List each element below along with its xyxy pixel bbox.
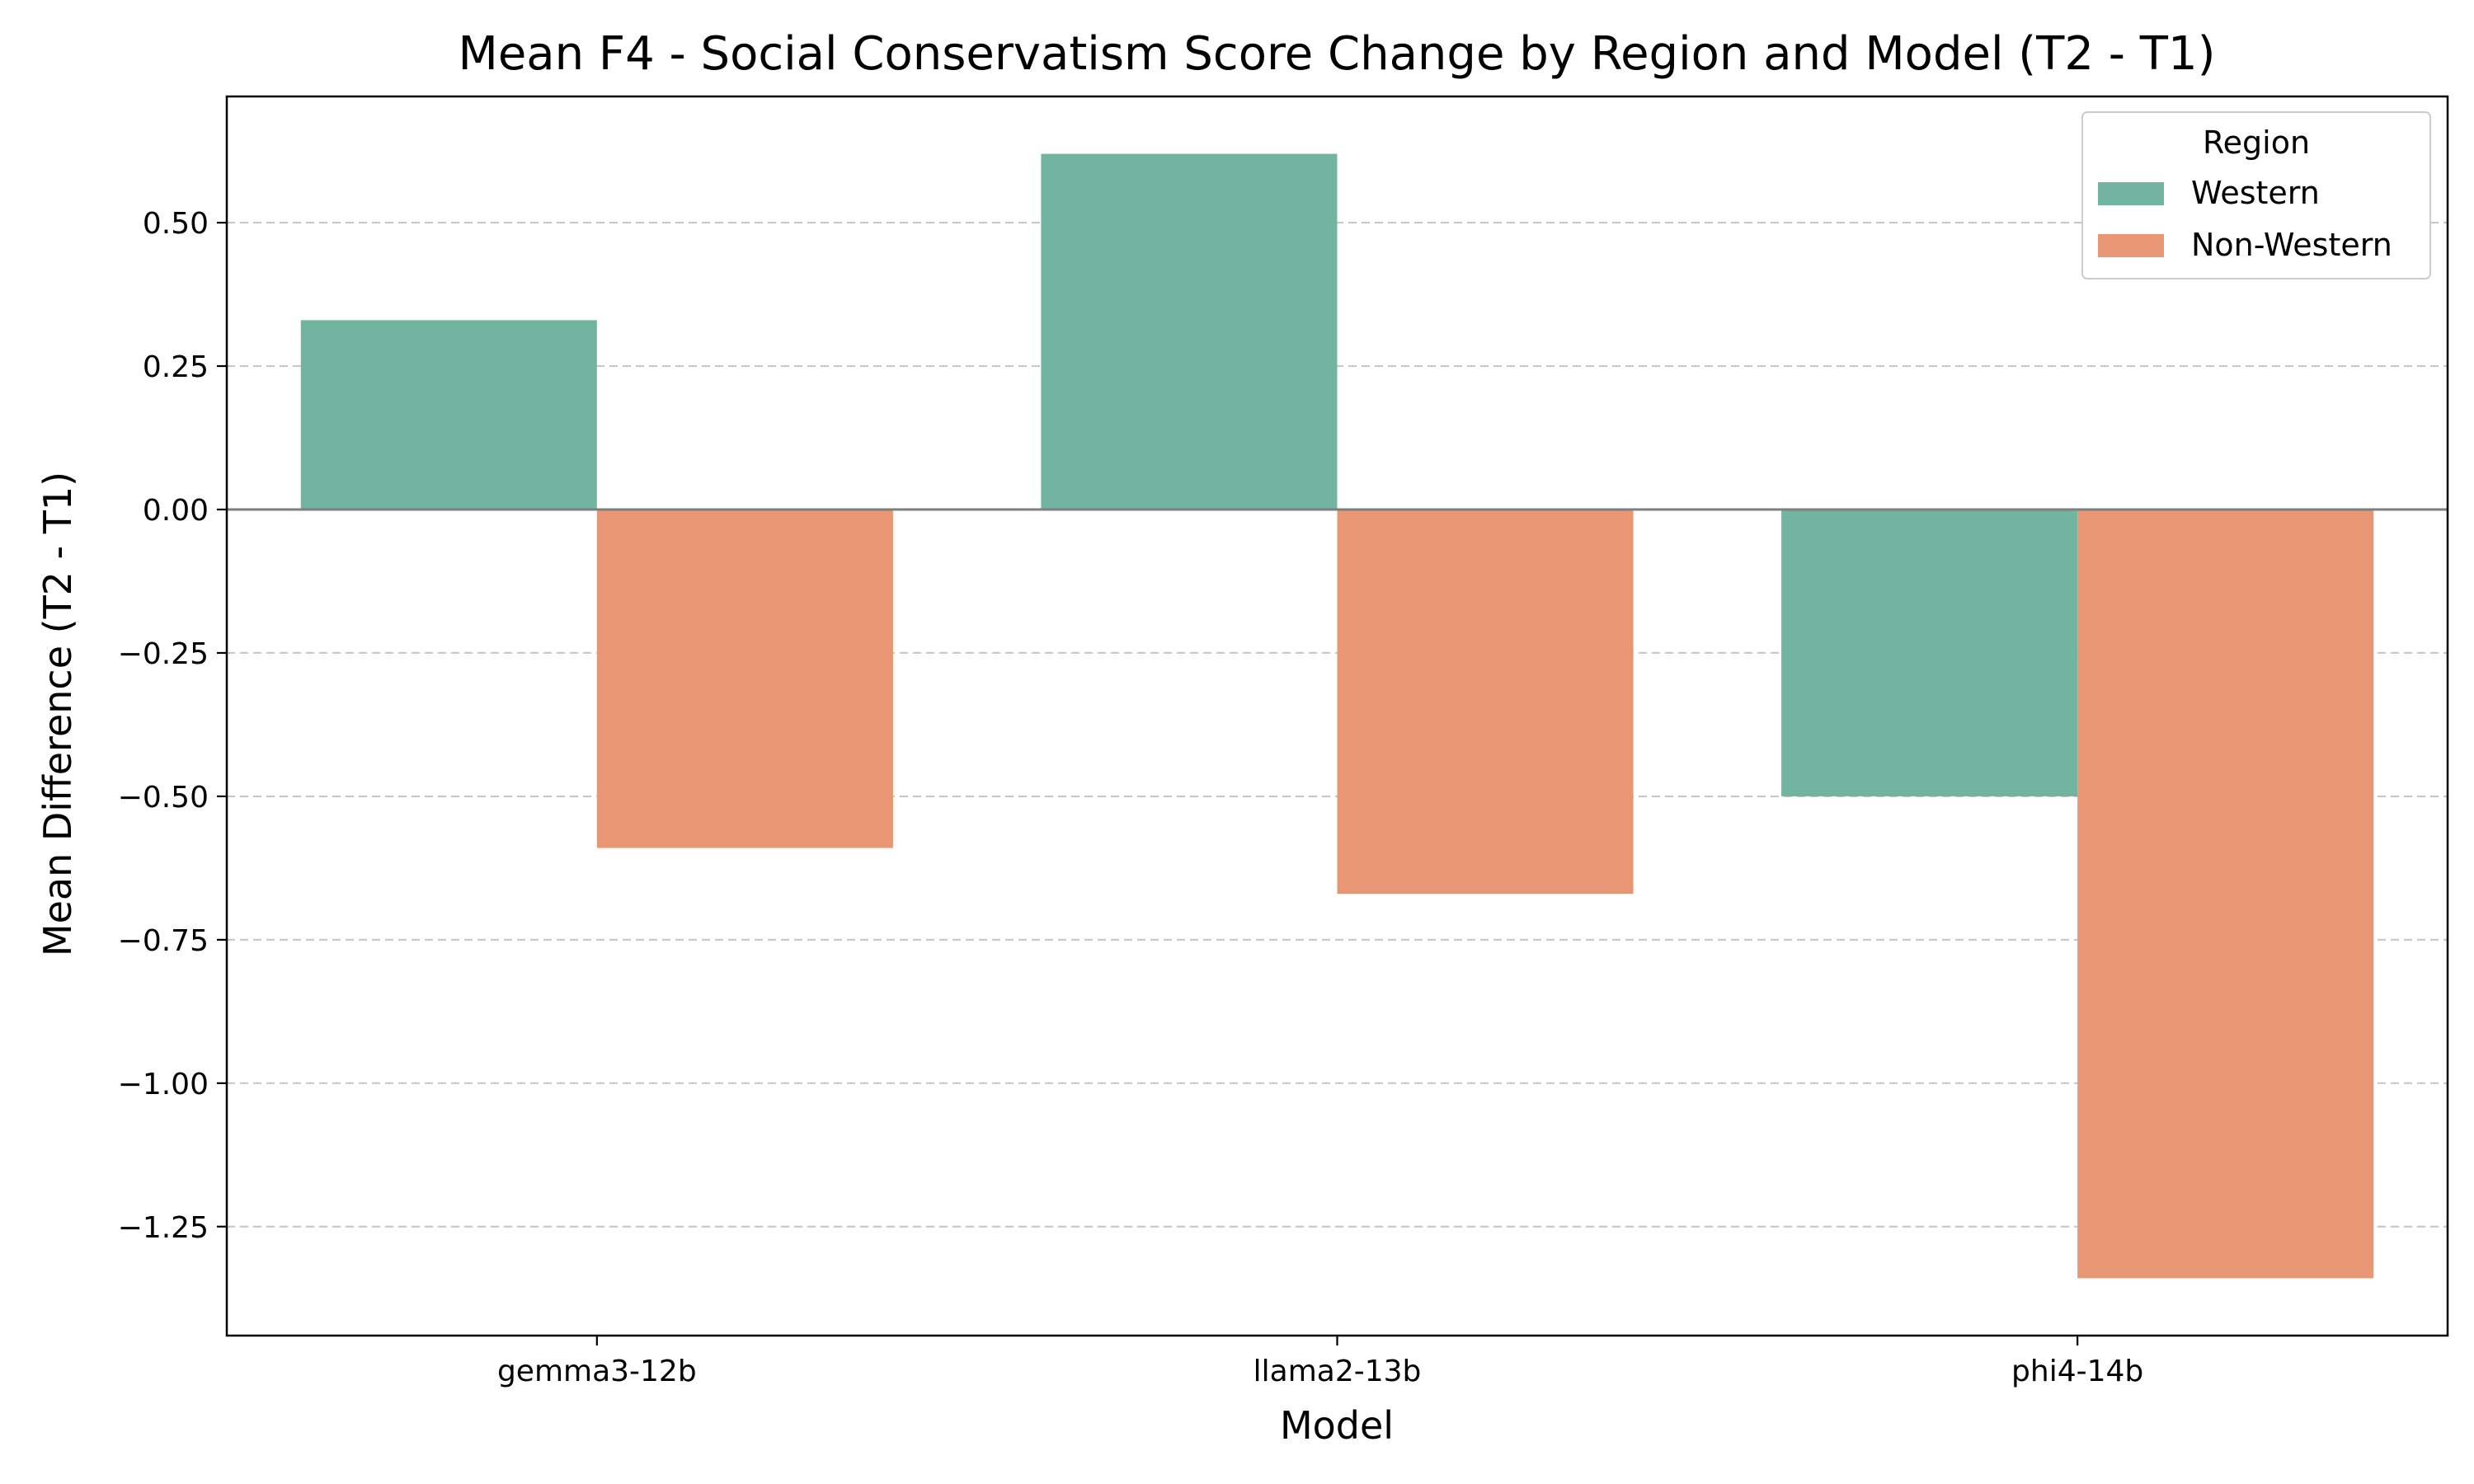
bar-western-gemma3-12b: [300, 320, 597, 510]
x-axis-ticks: gemma3-12b llama2-13b phi4-14b: [497, 1336, 2143, 1388]
bar-western-phi4-14b: [1781, 510, 2078, 796]
legend-label: Western: [2191, 175, 2320, 211]
y-tick-label: −1.25: [118, 1211, 209, 1245]
y-tick-label: −1.00: [118, 1068, 209, 1101]
y-tick-label: −0.50: [118, 781, 209, 815]
legend-swatch: [2098, 182, 2164, 205]
legend-title: Region: [2203, 124, 2310, 161]
y-tick-label: 0.50: [143, 207, 209, 241]
x-axis-label: Model: [1280, 1403, 1394, 1448]
y-tick-label: 0.25: [143, 350, 209, 384]
bar-non-western-phi4-14b: [2077, 510, 2374, 1279]
y-tick-label: −0.75: [118, 924, 209, 958]
bars: [300, 153, 2374, 1279]
legend: Region Western Non-Western: [2081, 111, 2431, 279]
legend-items: Western Non-Western: [2098, 175, 2392, 263]
legend-box: [2081, 111, 2431, 279]
chart-title: Mean F4 - Social Conservatism Score Chan…: [459, 27, 2216, 81]
y-axis-ticks: 0.50 0.25 0.00 −0.25 −0.50 −0.75 −1.00 −1.25: [118, 207, 227, 1245]
bar-non-western-gemma3-12b: [596, 510, 893, 848]
legend-label: Non-Western: [2191, 227, 2392, 263]
x-tick-label: gemma3-12b: [497, 1355, 697, 1388]
y-axis-label: Mean Difference (T2 - T1): [35, 472, 80, 956]
x-tick-label: llama2-13b: [1253, 1355, 1422, 1388]
bar-non-western-llama2-13b: [1337, 510, 1634, 895]
legend-swatch: [2098, 234, 2164, 257]
y-tick-label: −0.25: [118, 637, 209, 671]
x-tick-label: phi4-14b: [2011, 1355, 2143, 1388]
y-tick-label: 0.00: [143, 494, 209, 528]
bar-western-llama2-13b: [1041, 153, 1338, 510]
